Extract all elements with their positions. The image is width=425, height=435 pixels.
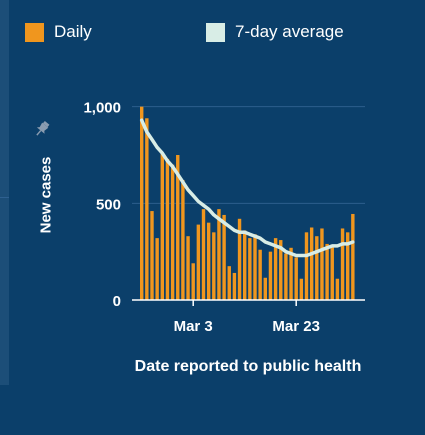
daily-bar xyxy=(330,245,334,300)
gridlines xyxy=(132,106,365,204)
legend-daily: Daily xyxy=(25,22,92,42)
daily-bar xyxy=(227,266,231,300)
daily-bar xyxy=(320,228,324,300)
daily-bar xyxy=(206,222,211,300)
x-tick-label: Mar 3 xyxy=(174,318,213,335)
pin-icon[interactable] xyxy=(33,120,51,138)
legend-daily-swatch xyxy=(25,22,44,42)
daily-bar xyxy=(289,247,293,300)
daily-bar xyxy=(145,118,149,301)
daily-bar xyxy=(346,232,350,300)
daily-bar xyxy=(196,224,201,300)
y-tick-label: 1,000 xyxy=(83,100,121,117)
legend-average: 7-day average xyxy=(206,22,344,42)
daily-bar xyxy=(212,232,216,300)
daily-bar xyxy=(315,236,319,300)
daily-bar xyxy=(150,211,154,300)
x-tick-label: Mar 23 xyxy=(272,318,320,335)
daily-bar xyxy=(299,278,304,300)
daily-bar xyxy=(237,218,242,300)
axes: 0 500 1,000 Mar 3 Mar 23 xyxy=(83,100,365,335)
daily-bar xyxy=(181,180,185,300)
panel-divider xyxy=(0,197,9,198)
daily-bar xyxy=(165,158,170,300)
daily-bar xyxy=(284,253,288,300)
daily-bar xyxy=(243,230,247,300)
average-line-layer xyxy=(139,118,355,258)
legend-daily-label: Daily xyxy=(54,22,92,41)
daily-bar xyxy=(268,251,273,300)
daily-bar xyxy=(273,238,278,300)
daily-bar xyxy=(340,228,345,300)
daily-bar xyxy=(351,213,355,300)
average-line xyxy=(139,118,355,258)
daily-bar xyxy=(201,209,206,300)
daily-bar xyxy=(176,155,180,300)
left-panel-edge xyxy=(0,0,9,385)
daily-bar xyxy=(248,238,252,300)
daily-bar xyxy=(191,263,195,300)
daily-bar xyxy=(304,232,309,300)
daily-bar xyxy=(170,164,175,300)
daily-bar xyxy=(140,106,144,301)
daily-bar xyxy=(294,257,298,300)
daily-bars xyxy=(140,106,355,301)
daily-bar xyxy=(258,249,262,300)
y-tick-label: 500 xyxy=(96,196,121,213)
y-tick-label: 0 xyxy=(113,293,121,310)
daily-bar xyxy=(263,277,267,300)
legend-average-swatch xyxy=(206,22,225,42)
daily-bar xyxy=(155,238,159,300)
y-axis-label: New cases xyxy=(37,156,55,234)
daily-bar xyxy=(309,227,314,300)
daily-bar xyxy=(325,243,329,300)
daily-bar xyxy=(279,240,283,300)
daily-bar xyxy=(186,236,190,300)
daily-bar xyxy=(217,209,221,300)
daily-bar xyxy=(222,214,226,300)
legend-average-label: 7-day average xyxy=(235,22,344,41)
x-axis-label: Date reported to public health xyxy=(134,358,362,375)
daily-bar xyxy=(335,278,340,300)
daily-bar xyxy=(253,234,257,300)
daily-bar xyxy=(160,153,164,300)
daily-bar xyxy=(232,272,237,300)
